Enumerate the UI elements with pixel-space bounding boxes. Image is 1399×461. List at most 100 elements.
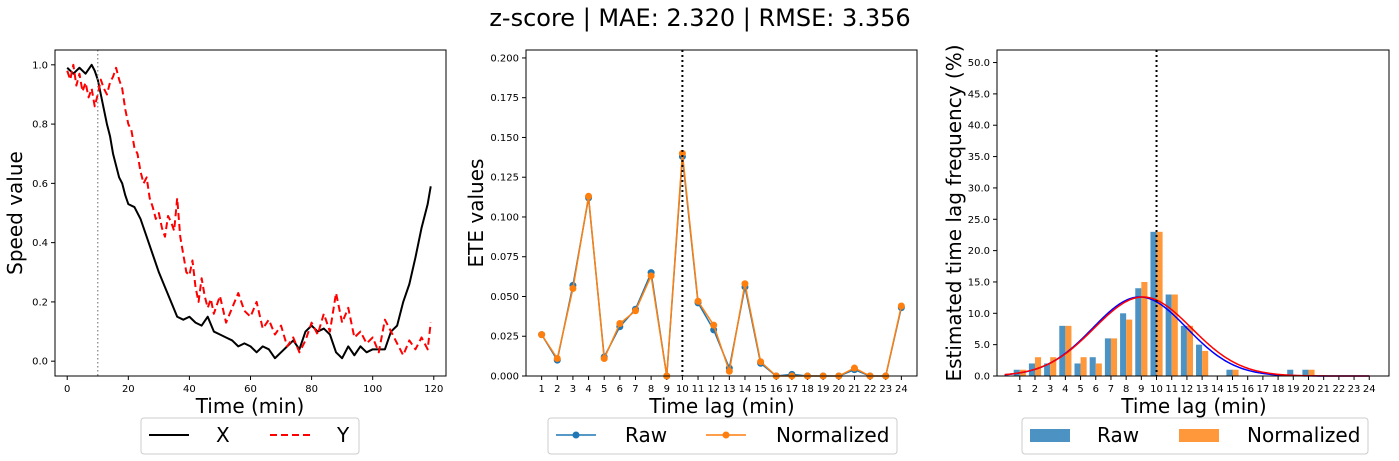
- bar-normalized: [1171, 294, 1178, 376]
- frequency-x-tick-label: 12: [1181, 384, 1194, 395]
- point-normalized: [850, 364, 858, 372]
- frequency-y-tick-label: 20.0: [968, 246, 990, 257]
- ete-x-tick-label: 21: [848, 384, 861, 395]
- ete-y-tick-label: 0.050: [490, 292, 519, 303]
- ete-y-axis-label: ETE values: [464, 159, 488, 268]
- bar-raw: [1180, 325, 1187, 376]
- frequency-y-axis-label: Estimated time lag frequency (%): [942, 44, 966, 381]
- ete-x-tick-label: 11: [692, 384, 705, 395]
- frequency-x-tick-label: 18: [1272, 384, 1285, 395]
- ete-x-tick-label: 2: [554, 384, 560, 395]
- bar-normalized: [1095, 363, 1102, 376]
- ete-y-tick-label: 0.125: [490, 173, 519, 184]
- ete-y-tick-label: 0.100: [490, 212, 519, 223]
- bar-raw: [1226, 369, 1233, 376]
- frequency-y-tick-label: 30.0: [968, 183, 990, 194]
- frequency-y-tick-label: 40.0: [968, 121, 990, 132]
- point-normalized: [678, 149, 686, 157]
- ete-x-tick-label: 24: [895, 384, 908, 395]
- speed-y-tick-label: 0.0: [32, 357, 48, 368]
- ete-plot-frame: [525, 49, 918, 377]
- bar-raw: [1287, 369, 1294, 376]
- point-normalized: [757, 358, 765, 366]
- speed-y-tick-label: 0.2: [32, 297, 48, 308]
- ete-legend-box: [547, 417, 898, 455]
- frequency-x-tick-label: 13: [1196, 384, 1209, 395]
- speed-x-tick-label: 120: [424, 384, 443, 395]
- frequency-x-tick-label: 21: [1317, 384, 1330, 395]
- bar-raw: [1120, 313, 1127, 376]
- frequency-legend: Raw Normalized: [1021, 417, 1369, 455]
- legend-raw-bar-swatch: [1030, 429, 1070, 442]
- speed-y-tick-label: 1.0: [32, 60, 48, 71]
- ete-x-tick-label: 16: [770, 384, 783, 395]
- series-line-y: [66, 63, 432, 357]
- ete-x-tick-label: 8: [648, 384, 654, 395]
- speed-legend: X Y: [140, 417, 360, 455]
- ete-x-tick-label: 10: [676, 384, 689, 395]
- point-normalized: [616, 320, 624, 328]
- speed-x-tick-label: 40: [183, 384, 196, 395]
- frequency-x-tick-label: 5: [1077, 384, 1083, 395]
- point-normalized: [694, 297, 702, 305]
- ete-x-tick-label: 22: [864, 384, 877, 395]
- legend-y-label: Y: [336, 423, 350, 447]
- ete-y-tick-label: 0.025: [490, 332, 519, 343]
- frequency-y-tick-label: 45.0: [968, 89, 990, 100]
- frequency-x-tick-label: 14: [1211, 384, 1224, 395]
- bar-normalized: [1034, 357, 1042, 376]
- frequency-x-tick-label: 2: [1032, 384, 1038, 395]
- frequency-x-tick-label: 10: [1150, 384, 1163, 395]
- legend-normalized-label: Normalized: [776, 423, 889, 447]
- ete-x-tick-label: 20: [832, 384, 845, 395]
- ete-x-tick-label: 4: [585, 384, 591, 395]
- speed-x-tick-label: 80: [305, 384, 318, 395]
- frequency-panel: 1 2 3 4 5 6 7 8 9 10 11 12 13 14 15 16 17 18 19 20 21 22 23 240…: [942, 44, 1390, 455]
- point-normalized: [569, 285, 577, 293]
- ete-y-tick-label: 0.200: [490, 53, 519, 64]
- bar-normalized: [1308, 369, 1315, 376]
- point-normalized: [647, 272, 655, 280]
- ete-x-tick-label: 17: [786, 384, 799, 395]
- frequency-y-tick-label: 5.0: [974, 340, 990, 351]
- speed-x-tick-label: 20: [122, 384, 135, 395]
- frequency-x-tick-label: 15: [1226, 384, 1239, 395]
- speed-x-tick-label: 100: [363, 384, 382, 395]
- frequency-y-tick-label: 50.0: [968, 58, 990, 69]
- speed-panel: 0 20 40 60 80 100 120 0.0 0.2 0.4 0.6 0.8 1.0 Time (…: [3, 49, 447, 455]
- ete-y-tick-label: 0.175: [490, 93, 519, 104]
- ete-x-tick-label: 7: [632, 384, 638, 395]
- frequency-y-tick-label: 25.0: [968, 215, 990, 226]
- ete-x-tick-label: 1: [538, 384, 544, 395]
- speed-x-axis-label: Time (min): [195, 394, 305, 418]
- frequency-y-tick-label: 15.0: [968, 277, 990, 288]
- point-normalized: [600, 355, 608, 363]
- frequency-x-tick-label: 11: [1165, 384, 1178, 395]
- frequency-x-tick-label: 23: [1348, 384, 1361, 395]
- ete-x-tick-label: 6: [617, 384, 623, 395]
- ete-legend: Raw Normalized: [547, 417, 898, 455]
- bar-normalized: [1110, 338, 1118, 376]
- frequency-x-tick-label: 1: [1017, 384, 1023, 395]
- ete-x-tick-label: 9: [664, 384, 670, 395]
- point-normalized: [741, 280, 749, 288]
- speed-legend-box: [140, 417, 360, 455]
- ete-x-tick-label: 18: [801, 384, 814, 395]
- series-line-x: [66, 63, 432, 360]
- point-normalized: [585, 192, 593, 200]
- legend-normalized-marker: [722, 431, 730, 439]
- frequency-x-tick-label: 20: [1302, 384, 1315, 395]
- speed-y-tick-label: 0.8: [32, 120, 48, 131]
- point-normalized: [725, 367, 733, 375]
- bar-raw: [1150, 231, 1157, 376]
- bar-raw: [1044, 363, 1051, 376]
- frequency-x-tick-label: 6: [1093, 384, 1099, 395]
- speed-y-axis-label: Speed value: [3, 151, 27, 275]
- frequency-x-tick-label: 7: [1108, 384, 1114, 395]
- legend-raw-marker: [572, 431, 580, 439]
- legend-raw-bar-label: Raw: [1097, 423, 1139, 447]
- ete-y-tick-label: 0.000: [490, 372, 519, 383]
- frequency-x-tick-label: 4: [1062, 384, 1068, 395]
- ete-y-tick-label: 0.150: [490, 133, 519, 144]
